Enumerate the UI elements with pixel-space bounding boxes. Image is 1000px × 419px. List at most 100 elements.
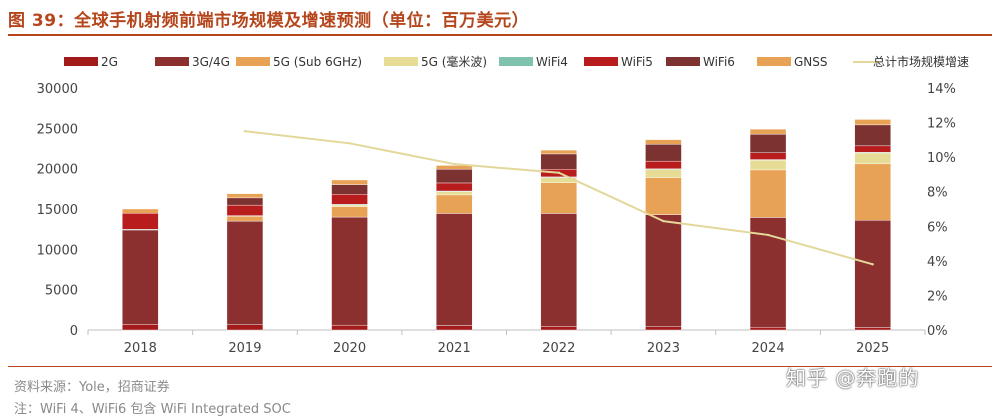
bar-2019-0	[226, 324, 264, 331]
y-right-tick-6: 12%	[927, 117, 956, 132]
bar-2024-5	[749, 152, 787, 160]
bar-2020-3	[331, 204, 368, 207]
bar-2019-7	[226, 193, 264, 199]
bar-2024-0	[749, 326, 787, 331]
title-divider	[8, 34, 992, 36]
bar-2025-2	[854, 163, 891, 221]
x-tick-3: 2021	[438, 341, 471, 356]
watermark: 知乎 @奔跑的	[786, 366, 920, 390]
bar-2023-0	[645, 326, 682, 331]
bar-2020-7	[331, 179, 368, 185]
bar-2023-1	[645, 214, 682, 327]
bar-2023-3	[645, 169, 682, 178]
legend-swatch-0	[64, 57, 98, 66]
bar-2020-0	[331, 324, 368, 331]
legend-swatch-1	[155, 57, 189, 66]
legend-label-7: GNSS	[794, 55, 828, 69]
legend-label-4: WiFi4	[536, 55, 568, 69]
x-tick-6: 2024	[752, 341, 785, 356]
growth-point-6	[871, 263, 874, 266]
x-tick-1: 2019	[228, 341, 261, 356]
bar-2023-5	[645, 160, 682, 170]
x-tick-2: 2020	[333, 341, 366, 356]
bar-2025-5	[854, 145, 891, 153]
y-left-tick-6: 30000	[37, 82, 78, 97]
bar-2025-1	[854, 220, 891, 328]
bar-2024-6	[749, 133, 787, 153]
y-left-tick-3: 15000	[37, 203, 78, 218]
bar-2019-6	[226, 197, 264, 206]
y-right-tick-4: 8%	[927, 186, 948, 201]
growth-line-layer	[243, 130, 874, 266]
legend-swatch-7	[757, 57, 791, 66]
footer-divider	[8, 366, 992, 367]
y-right-tick-3: 6%	[927, 220, 948, 235]
bar-2018-0	[122, 324, 159, 331]
bar-2018-7	[122, 208, 159, 214]
bar-2020-5	[331, 194, 368, 205]
bar-2021-2	[435, 194, 473, 214]
y-left-tick-1: 5000	[45, 284, 78, 299]
bar-2023-7	[645, 139, 682, 145]
bar-2019-2	[226, 216, 264, 222]
x-tick-7: 2025	[856, 341, 889, 356]
bar-2020-6	[331, 184, 368, 195]
y-right-tick-1: 2%	[927, 289, 948, 304]
bar-2023-2	[645, 177, 682, 215]
legend-swatch-5	[584, 57, 618, 66]
growth-point-3	[557, 171, 561, 174]
legend-label-2: 5G (Sub 6GHz)	[273, 55, 362, 69]
growth-point-2	[452, 162, 456, 166]
y-left-tick-5: 25000	[37, 122, 78, 137]
bar-2024-2	[749, 169, 787, 218]
y-left-tick-4: 20000	[37, 163, 78, 178]
bar-2020-2	[331, 206, 368, 218]
stacked-bar-chart: 2G 3G/4G 5G (Sub 6GHz) 5G (毫米波) WiFi4 WiFi5 Wi…	[37, 54, 969, 356]
x-tick-5: 2023	[647, 341, 680, 356]
legend-label-line: 总计市场规模增速	[873, 54, 969, 69]
bar-2022-2	[540, 182, 578, 214]
legend: 2G 3G/4G 5G (Sub 6GHz) 5G (毫米波) WiFi4 WiFi5 Wi…	[64, 54, 969, 69]
bar-2025-0	[854, 327, 891, 331]
legend-swatch-6	[666, 57, 700, 66]
bar-2020-1	[331, 216, 368, 326]
y-right-tick-5: 10%	[927, 151, 956, 166]
bar-2022-0	[540, 326, 578, 331]
y-left-tick-2: 10000	[37, 243, 78, 258]
legend-swatch-3	[384, 57, 418, 66]
bar-2025-3	[854, 152, 891, 165]
bar-2025-6	[854, 124, 891, 147]
bar-2019-5	[226, 204, 264, 216]
bar-2021-7	[435, 165, 473, 170]
footnote: 注：WiFi 4、WiFi6 包含 WiFi Integrated SOC	[14, 402, 291, 417]
legend-label-6: WiFi6	[703, 55, 735, 69]
bar-2022-7	[540, 149, 578, 155]
axes: 0 5000 10000 15000 20000 25000 30000 0% 2% 4% 6% 8%…	[37, 82, 956, 356]
x-tick-4: 2022	[542, 341, 575, 356]
bar-2025-7	[854, 119, 891, 126]
growth-point-4	[662, 219, 665, 223]
bar-2018-1	[122, 229, 159, 325]
legend-swatch-2	[236, 57, 270, 66]
bar-2018-5	[122, 212, 159, 230]
y-right-tick-0: 0%	[927, 324, 948, 339]
bars	[122, 119, 891, 331]
bar-2021-0	[435, 325, 473, 331]
bar-2021-6	[435, 169, 473, 184]
source-note: 资料来源：Yole，招商证券	[14, 380, 170, 395]
bar-2019-1	[226, 220, 264, 325]
bar-2022-1	[540, 213, 578, 327]
bar-2023-6	[645, 144, 682, 162]
y-right-tick-7: 14%	[927, 82, 956, 97]
y-right-tick-2: 4%	[927, 255, 948, 270]
growth-point-1	[348, 142, 351, 145]
bar-2021-1	[435, 213, 473, 326]
bar-2024-3	[749, 159, 787, 171]
legend-label-0: 2G	[101, 55, 118, 69]
bar-2021-5	[435, 182, 473, 192]
legend-swatch-4	[499, 57, 533, 66]
y-left-tick-0: 0	[70, 324, 78, 339]
bar-2021-3	[435, 191, 473, 196]
x-tick-0: 2018	[124, 341, 157, 356]
legend-label-5: WiFi5	[621, 55, 653, 69]
